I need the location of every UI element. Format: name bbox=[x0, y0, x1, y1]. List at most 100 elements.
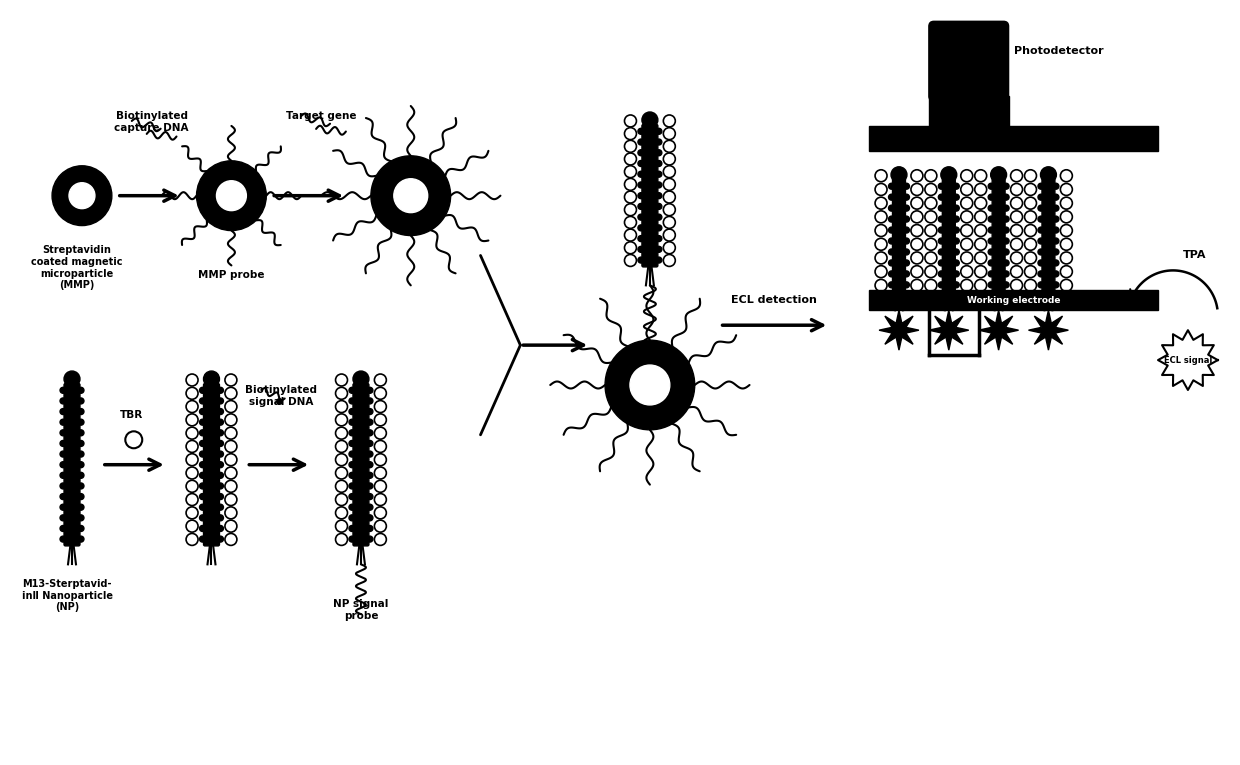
Circle shape bbox=[64, 371, 79, 387]
Circle shape bbox=[892, 167, 906, 183]
Circle shape bbox=[939, 194, 945, 200]
Circle shape bbox=[200, 526, 206, 532]
Circle shape bbox=[78, 504, 84, 510]
Circle shape bbox=[889, 282, 894, 288]
Circle shape bbox=[60, 483, 66, 489]
Circle shape bbox=[904, 184, 909, 189]
Circle shape bbox=[60, 398, 66, 404]
Circle shape bbox=[954, 238, 960, 244]
Circle shape bbox=[217, 472, 223, 478]
Circle shape bbox=[394, 179, 428, 213]
Circle shape bbox=[60, 409, 66, 415]
Circle shape bbox=[60, 493, 66, 500]
Circle shape bbox=[1038, 282, 1044, 288]
Circle shape bbox=[217, 515, 223, 521]
Circle shape bbox=[939, 260, 945, 266]
Circle shape bbox=[605, 340, 694, 430]
Circle shape bbox=[656, 129, 662, 135]
Circle shape bbox=[78, 526, 84, 532]
Circle shape bbox=[353, 371, 370, 387]
Circle shape bbox=[217, 441, 223, 447]
Circle shape bbox=[78, 430, 84, 436]
Circle shape bbox=[367, 504, 373, 510]
Circle shape bbox=[200, 515, 206, 521]
Circle shape bbox=[371, 156, 450, 236]
Circle shape bbox=[348, 441, 355, 447]
Circle shape bbox=[200, 536, 206, 542]
Circle shape bbox=[348, 451, 355, 457]
Circle shape bbox=[637, 203, 644, 210]
Circle shape bbox=[367, 515, 373, 521]
Circle shape bbox=[78, 536, 84, 542]
Circle shape bbox=[217, 462, 223, 467]
Circle shape bbox=[367, 536, 373, 542]
Text: Photodetector: Photodetector bbox=[1013, 46, 1104, 56]
Circle shape bbox=[200, 483, 206, 489]
Circle shape bbox=[889, 194, 894, 200]
Circle shape bbox=[367, 398, 373, 404]
Circle shape bbox=[939, 227, 945, 233]
Circle shape bbox=[1003, 282, 1009, 288]
Circle shape bbox=[52, 166, 112, 226]
Circle shape bbox=[889, 260, 894, 266]
Circle shape bbox=[367, 462, 373, 467]
Circle shape bbox=[1053, 238, 1059, 244]
Circle shape bbox=[954, 260, 960, 266]
Circle shape bbox=[78, 451, 84, 457]
Circle shape bbox=[200, 398, 206, 404]
Circle shape bbox=[217, 181, 247, 210]
Circle shape bbox=[1038, 227, 1044, 233]
Circle shape bbox=[889, 271, 894, 277]
Circle shape bbox=[217, 493, 223, 500]
Text: TBR: TBR bbox=[120, 410, 144, 420]
Circle shape bbox=[988, 194, 994, 200]
Circle shape bbox=[60, 536, 66, 542]
Circle shape bbox=[1003, 260, 1009, 266]
Text: TPA: TPA bbox=[1183, 250, 1207, 260]
Circle shape bbox=[367, 409, 373, 415]
Circle shape bbox=[939, 282, 945, 288]
Circle shape bbox=[637, 257, 644, 263]
Circle shape bbox=[988, 184, 994, 189]
Circle shape bbox=[348, 526, 355, 532]
Circle shape bbox=[367, 451, 373, 457]
Circle shape bbox=[904, 227, 909, 233]
Circle shape bbox=[991, 167, 1007, 183]
Circle shape bbox=[348, 419, 355, 425]
Circle shape bbox=[637, 236, 644, 242]
FancyBboxPatch shape bbox=[642, 125, 658, 267]
Circle shape bbox=[200, 504, 206, 510]
Circle shape bbox=[69, 183, 95, 209]
Circle shape bbox=[217, 536, 223, 542]
Circle shape bbox=[904, 271, 909, 277]
Circle shape bbox=[642, 112, 658, 128]
Circle shape bbox=[217, 387, 223, 393]
Circle shape bbox=[200, 409, 206, 415]
Circle shape bbox=[904, 238, 909, 244]
Circle shape bbox=[1003, 194, 1009, 200]
Circle shape bbox=[656, 182, 662, 188]
Circle shape bbox=[348, 430, 355, 436]
Circle shape bbox=[60, 515, 66, 521]
Circle shape bbox=[348, 398, 355, 404]
Circle shape bbox=[1040, 167, 1056, 183]
Text: Working electrode: Working electrode bbox=[967, 296, 1060, 304]
FancyBboxPatch shape bbox=[64, 383, 79, 546]
Circle shape bbox=[348, 472, 355, 478]
Circle shape bbox=[60, 441, 66, 447]
Circle shape bbox=[954, 205, 960, 211]
Circle shape bbox=[200, 419, 206, 425]
Circle shape bbox=[348, 536, 355, 542]
Circle shape bbox=[939, 271, 945, 277]
Circle shape bbox=[656, 236, 662, 242]
Circle shape bbox=[656, 225, 662, 231]
Circle shape bbox=[637, 161, 644, 167]
Circle shape bbox=[988, 271, 994, 277]
Circle shape bbox=[988, 216, 994, 222]
Bar bbox=[869, 126, 1158, 151]
Circle shape bbox=[988, 260, 994, 266]
Circle shape bbox=[78, 409, 84, 415]
Circle shape bbox=[367, 472, 373, 478]
Circle shape bbox=[78, 515, 84, 521]
Circle shape bbox=[637, 225, 644, 231]
